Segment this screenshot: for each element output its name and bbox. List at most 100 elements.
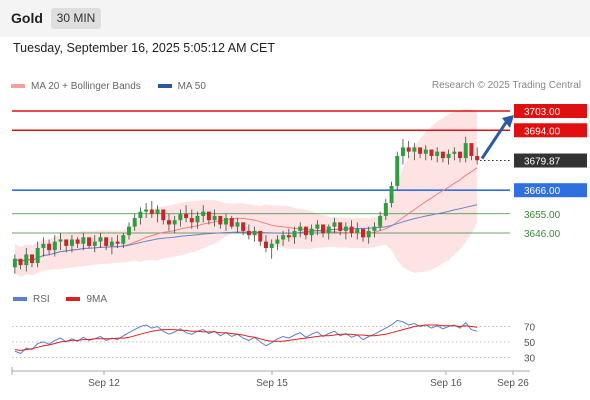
candle-body xyxy=(343,226,348,231)
candle-body xyxy=(475,155,480,161)
forecast-arrow-layer xyxy=(480,114,514,160)
candle-body xyxy=(184,213,189,219)
time-tick-label: Sep 16 xyxy=(430,378,462,389)
candle-body xyxy=(429,149,434,156)
candle-body xyxy=(372,226,377,231)
candle-body xyxy=(104,237,109,246)
legend-rsi-label: RSI xyxy=(33,293,50,305)
candle-body xyxy=(241,222,246,231)
candle-body xyxy=(315,224,320,229)
candle-body xyxy=(121,235,126,244)
candle-body xyxy=(92,241,97,246)
candle-body xyxy=(52,241,57,251)
time-tick-label: Sep 26 xyxy=(497,378,529,389)
price-legend: MA 20 + Bollinger Bands MA 50 xyxy=(11,80,220,92)
candle-body xyxy=(326,226,331,234)
candle-body xyxy=(81,237,86,244)
candle-body xyxy=(115,241,120,244)
candle-body xyxy=(286,235,291,238)
level-label-3646.00: 3646.00 xyxy=(524,229,561,240)
candle-body xyxy=(155,209,160,214)
legend-ma50-label: MA 50 xyxy=(177,80,206,92)
rsi-layer: 70 50 30 xyxy=(12,319,536,364)
level-label-3655.00: 3655.00 xyxy=(524,210,561,221)
candle-body xyxy=(298,226,303,231)
candle-body xyxy=(166,220,171,225)
candle-body xyxy=(452,151,457,154)
moving-average-layer xyxy=(14,167,478,263)
forecast-arrow-head xyxy=(502,114,514,128)
candle-body xyxy=(303,226,308,236)
candle-body xyxy=(218,215,223,225)
candle-body xyxy=(127,226,131,236)
candle-body xyxy=(418,147,423,154)
candle-body xyxy=(98,237,103,242)
legend-9ma: 9MA xyxy=(66,294,107,305)
rsi-tick-70: 70 xyxy=(524,323,536,334)
level-tag-3703.00 xyxy=(514,103,587,118)
candle-body xyxy=(361,228,365,238)
level-label-3666.00: 3666.00 xyxy=(524,186,561,197)
legend-ma50: MA 50 xyxy=(157,80,206,92)
rsi-swatch xyxy=(13,297,27,301)
candle-body xyxy=(332,222,337,227)
bollinger-band xyxy=(14,108,478,277)
candle-body xyxy=(69,239,74,246)
candle-body xyxy=(75,239,80,244)
candle-body xyxy=(246,230,251,236)
candle-body xyxy=(144,209,149,212)
rsi-legend: RSI 9MA xyxy=(13,293,121,305)
candle-body xyxy=(355,228,360,234)
candle-body xyxy=(383,203,388,216)
candle-body xyxy=(435,151,440,156)
rsi-tick-50: 50 xyxy=(524,338,536,349)
legend-ma20: MA 20 + Bollinger Bands xyxy=(11,81,141,92)
bollinger-band-layer xyxy=(14,108,478,277)
candle-body xyxy=(178,213,183,221)
candle-body xyxy=(149,209,154,214)
candle-body xyxy=(406,147,411,152)
candle-body xyxy=(275,239,280,244)
level-lines-layer xyxy=(12,110,510,234)
candle-body xyxy=(412,147,417,152)
candle-body xyxy=(138,211,143,219)
candles-layer xyxy=(12,136,480,274)
candle-body xyxy=(463,143,468,159)
candle-body xyxy=(189,218,194,223)
forecast-arrow-shaft xyxy=(480,120,509,160)
candle-body xyxy=(446,153,451,159)
timeframe-button[interactable]: 30 MIN xyxy=(51,8,101,29)
candle-body xyxy=(47,243,52,251)
candle-body xyxy=(252,230,257,236)
candle-body xyxy=(12,258,17,268)
candle-body xyxy=(258,230,263,242)
candle-body xyxy=(172,220,177,225)
candle-body xyxy=(263,241,268,249)
legend-9ma-label: 9MA xyxy=(86,293,108,305)
candle-body xyxy=(24,254,29,266)
candle-body xyxy=(458,151,463,159)
ma50-line xyxy=(14,204,478,263)
candle-body xyxy=(109,241,114,246)
rsi-tick-30: 30 xyxy=(524,353,536,364)
candle-body xyxy=(292,230,297,238)
candle-body xyxy=(35,248,40,264)
time-tick-label: Sep 12 xyxy=(88,378,120,389)
candle-body xyxy=(366,230,371,238)
copyright-text: Research © 2025 Trading Central xyxy=(431,80,581,91)
candle-body xyxy=(224,218,229,225)
candle-body xyxy=(309,228,314,236)
candle-body xyxy=(212,215,217,221)
candle-body xyxy=(321,224,326,234)
candle-body xyxy=(400,147,405,156)
datetime-text: Tuesday, September 16, 2025 5:05:12 AM C… xyxy=(13,41,275,55)
legend-rsi: RSI xyxy=(13,294,50,305)
candle-body xyxy=(206,211,211,221)
last-price-tag xyxy=(514,153,587,168)
time-axis-layer: Sep 12 Sep 15 Sep 16 Sep 26 xyxy=(11,367,530,389)
symbol-title: Gold xyxy=(11,10,43,26)
candle-body xyxy=(161,209,166,221)
candle-body xyxy=(29,254,34,264)
candle-body xyxy=(378,215,383,227)
